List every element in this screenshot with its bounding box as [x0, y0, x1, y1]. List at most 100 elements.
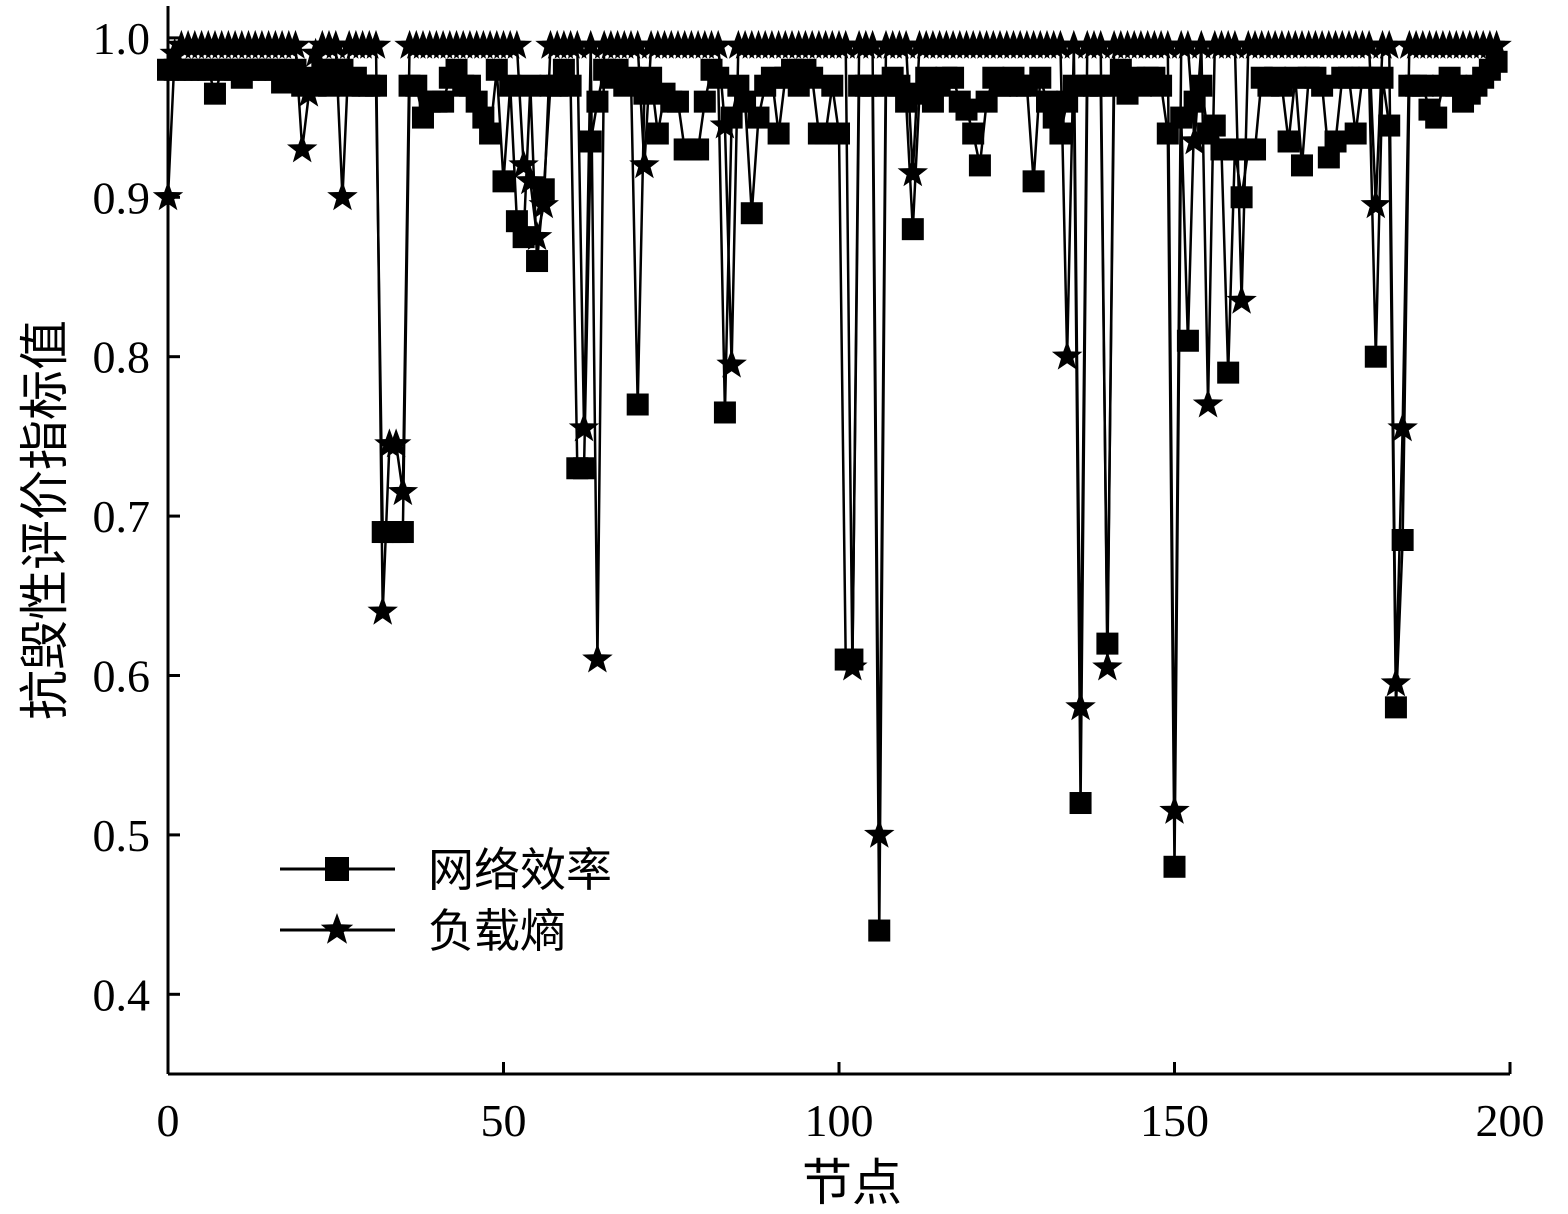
data-point-star: [320, 29, 351, 59]
data-point-star: [1374, 29, 1405, 59]
y-tick-label: 0.9: [93, 172, 151, 223]
data-point-star: [1360, 189, 1391, 219]
data-point-square: [519, 74, 542, 97]
data-point-star: [562, 29, 593, 59]
data-point-square: [747, 106, 770, 129]
data-point-star: [1179, 125, 1210, 155]
data-point-square: [1371, 66, 1394, 89]
data-point-square: [713, 401, 736, 424]
data-point-star: [528, 189, 559, 219]
legend-marker-star: [320, 913, 354, 944]
data-point-square: [1096, 632, 1119, 655]
x-ticks: 0 50 100 150 200: [157, 1062, 1545, 1146]
y-tick-label: 0.5: [93, 810, 151, 861]
data-point-square: [579, 130, 602, 153]
data-point-star: [1353, 29, 1385, 59]
data-point-star: [367, 595, 398, 625]
data-point-square: [1163, 855, 1186, 878]
data-point-square: [1311, 74, 1334, 97]
data-point-square: [1384, 696, 1407, 719]
data-point-star: [360, 29, 392, 59]
data-point-square: [391, 521, 414, 544]
legend-label-entropy: 负载熵: [428, 904, 566, 958]
data-point-square: [646, 122, 669, 145]
data-point-star: [1152, 29, 1183, 59]
data-point-square: [1378, 114, 1401, 137]
data-point-square: [1244, 138, 1267, 161]
data-point-square: [1411, 74, 1434, 97]
data-point-star: [387, 476, 419, 506]
data-point-square: [1176, 329, 1199, 352]
data-point-star: [1051, 340, 1083, 370]
data-point-star: [897, 157, 928, 187]
x-tick-label: 200: [1476, 1095, 1545, 1146]
data-point-star: [709, 109, 741, 139]
data-point-square: [942, 66, 965, 89]
data-point-square: [666, 90, 689, 113]
x-tick-label: 150: [1140, 1095, 1209, 1146]
data-point-square: [1324, 130, 1347, 153]
legend: 网络效率 负载熵: [280, 843, 612, 958]
data-point-star: [1481, 29, 1512, 59]
data-point-square: [1069, 792, 1092, 815]
y-tick-label: 0.6: [93, 650, 151, 701]
data-point-square: [687, 138, 710, 161]
data-point-square: [526, 250, 549, 273]
y-tick-label: 0.8: [93, 332, 151, 383]
x-tick-label: 100: [805, 1095, 874, 1146]
data-point-square: [1217, 361, 1240, 384]
data-point-star: [1172, 29, 1204, 59]
plot-markers: [152, 29, 1512, 942]
data-point-star: [890, 29, 922, 59]
data-point-square: [573, 457, 596, 480]
data-point-star: [1219, 29, 1251, 59]
data-point-star: [1085, 29, 1116, 59]
data-point-square: [1290, 154, 1313, 177]
data-point-star: [501, 29, 533, 59]
data-point-square: [707, 66, 730, 89]
data-point-square: [1049, 122, 1072, 145]
data-point-star: [1186, 29, 1217, 59]
y-ticks: 0.4 0.5 0.6 0.7 0.8 0.9 1.0: [93, 13, 180, 1020]
data-point-star: [327, 181, 358, 211]
data-point-square: [1391, 529, 1414, 551]
data-point-square: [962, 122, 985, 145]
data-point-square: [868, 919, 891, 942]
data-point-star: [1380, 667, 1412, 697]
data-point-star: [864, 818, 895, 848]
y-axis-title: 抗毁性评价指标值: [16, 320, 74, 720]
data-point-star: [622, 29, 653, 59]
data-point-square: [1150, 74, 1173, 97]
data-point-square: [1190, 74, 1213, 97]
data-point-star: [508, 149, 539, 179]
data-point-square: [1022, 170, 1045, 193]
data-point-square: [492, 170, 515, 193]
data-point-square: [626, 393, 649, 416]
y-tick-label: 1.0: [93, 13, 151, 64]
x-tick-label: 50: [481, 1095, 527, 1146]
data-point-star: [521, 221, 553, 251]
plot-lines: [166, 44, 1498, 932]
data-point-square: [955, 98, 978, 121]
data-point-star: [1159, 795, 1190, 824]
legend-marker-square: [325, 857, 349, 881]
data-point-square: [1344, 122, 1367, 145]
data-point-star: [1092, 651, 1123, 681]
data-point-square: [968, 154, 991, 177]
data-point-star: [1065, 691, 1096, 721]
data-point-square: [512, 226, 535, 249]
data-point-star: [716, 348, 747, 378]
data-point-square: [559, 74, 582, 97]
data-point-square: [767, 122, 790, 145]
data-point-star: [830, 29, 861, 59]
data-point-square: [901, 218, 924, 241]
data-point-square: [828, 122, 850, 145]
data-point-star: [703, 29, 734, 59]
data-point-square: [1425, 106, 1448, 129]
data-point-square: [203, 82, 226, 105]
data-point-star: [575, 29, 606, 59]
legend-item-efficiency: 网络效率: [280, 843, 612, 897]
data-point-star: [568, 412, 600, 442]
data-point-star: [287, 133, 318, 163]
data-point-square: [693, 90, 716, 113]
